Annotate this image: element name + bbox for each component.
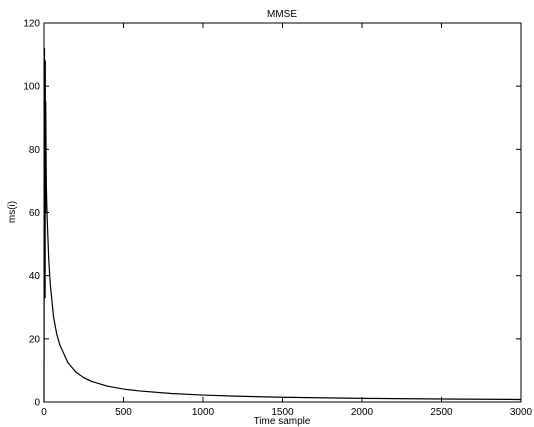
chart-title: MMSE xyxy=(267,9,297,20)
series-layer xyxy=(43,47,522,403)
x-tick-label-0: 0 xyxy=(41,407,47,418)
x-axis-ticks: 0 500 1000 1500 2000 2500 3000 xyxy=(41,23,533,418)
y-tick-label-0: 0 xyxy=(34,398,40,409)
y-tick-label-100: 100 xyxy=(23,82,40,93)
y-tick-label-120: 120 xyxy=(23,19,40,30)
x-tick-label-1000: 1000 xyxy=(192,407,215,418)
y-tick-label-80: 80 xyxy=(29,145,41,156)
x-tick-label-1500: 1500 xyxy=(271,407,294,418)
x-tick-label-2500: 2500 xyxy=(430,407,453,418)
x-tick-label-3000: 3000 xyxy=(510,407,533,418)
y-tick-label-60: 60 xyxy=(29,208,41,219)
y-tick-label-20: 20 xyxy=(29,334,41,345)
x-tick-label-500: 500 xyxy=(115,407,132,418)
x-axis-title: Time sample xyxy=(254,416,311,427)
plot-area-frame xyxy=(43,22,522,403)
y-axis-ticks: 0 20 40 60 80 100 120 xyxy=(23,19,521,409)
y-axis-title: ms(i) xyxy=(7,201,18,223)
series-line-0 xyxy=(43,47,522,403)
x-tick-label-2000: 2000 xyxy=(351,407,374,418)
y-tick-label-40: 40 xyxy=(29,271,41,282)
